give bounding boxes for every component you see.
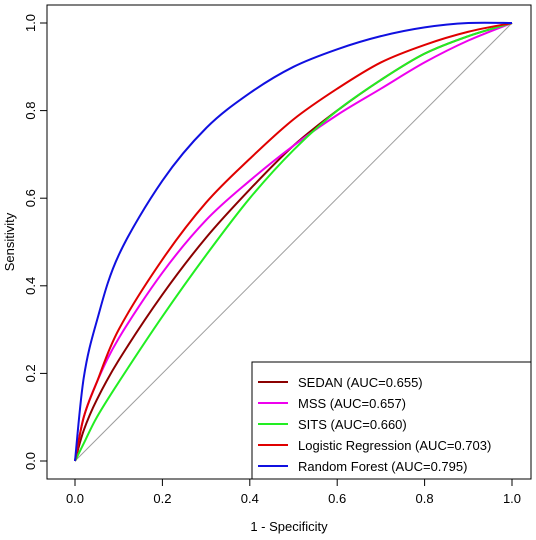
legend-label-sedan: SEDAN (AUC=0.655) bbox=[298, 375, 423, 390]
legend-box bbox=[251, 361, 532, 480]
x-axis: 0.0 0.2 0.4 0.6 0.8 1.0 bbox=[66, 478, 521, 506]
series-line-sits bbox=[74, 22, 513, 462]
x-tick-label: 0.6 bbox=[328, 491, 346, 506]
y-tick-label: 0.2 bbox=[23, 364, 38, 382]
legend-label-mss: MSS (AUC=0.657) bbox=[298, 396, 406, 411]
y-tick-label: 0.4 bbox=[23, 277, 38, 295]
y-tick-label: 0.0 bbox=[23, 452, 38, 470]
x-tick-label: 1.0 bbox=[503, 491, 521, 506]
x-axis-label: 1 - Specificity bbox=[250, 519, 328, 534]
x-tick-label: 0.0 bbox=[66, 491, 84, 506]
series-line-logistic-regression bbox=[74, 22, 513, 462]
y-tick-label: 0.8 bbox=[23, 102, 38, 120]
y-axis: 0.0 0.2 0.4 0.6 0.8 1.0 bbox=[23, 14, 48, 470]
x-tick-label: 0.2 bbox=[153, 491, 171, 506]
legend-label-logistic-regression: Logistic Regression (AUC=0.703) bbox=[298, 438, 491, 453]
x-tick-label: 0.4 bbox=[241, 491, 259, 506]
legend-label-random-forest: Random Forest (AUC=0.795) bbox=[298, 459, 467, 474]
y-tick-label: 1.0 bbox=[23, 14, 38, 32]
series-line-random-forest bbox=[74, 21, 513, 462]
y-axis-label: Sensitivity bbox=[2, 212, 17, 271]
x-tick-label: 0.8 bbox=[416, 491, 434, 506]
reference-diagonal-line bbox=[74, 22, 513, 462]
legend: SEDAN (AUC=0.655) MSS (AUC=0.657) SITS (AU… bbox=[251, 361, 532, 480]
series-layer bbox=[74, 21, 513, 462]
legend-label-sits: SITS (AUC=0.660) bbox=[298, 417, 407, 432]
y-tick-label: 0.6 bbox=[23, 189, 38, 207]
